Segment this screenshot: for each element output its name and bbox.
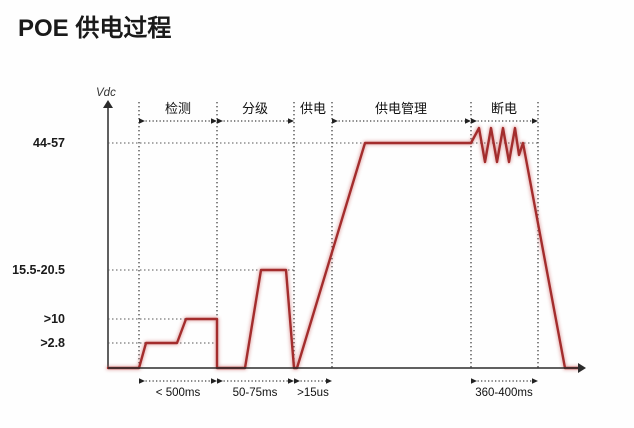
svg-text:供电管理: 供电管理 (375, 101, 427, 116)
svg-text:>2.8: >2.8 (40, 336, 65, 350)
svg-text:50-75ms: 50-75ms (233, 387, 278, 399)
svg-text:分级: 分级 (242, 101, 268, 116)
svg-text:供电: 供电 (300, 101, 326, 116)
svg-text:Vdc: Vdc (96, 87, 116, 99)
svg-text:检测: 检测 (165, 101, 191, 116)
svg-text:< 500ms: < 500ms (156, 387, 201, 399)
svg-text:360-400ms: 360-400ms (475, 387, 533, 399)
svg-text:>10: >10 (44, 312, 65, 326)
svg-text:>15us: >15us (297, 387, 329, 399)
svg-text:15.5-20.5: 15.5-20.5 (12, 263, 65, 277)
svg-text:44-57: 44-57 (33, 136, 65, 150)
svg-text:断电: 断电 (491, 101, 517, 116)
